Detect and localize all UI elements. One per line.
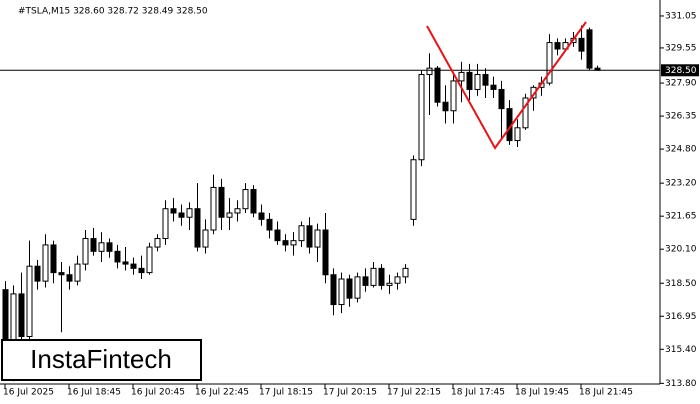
candle-body [138,267,145,274]
candle-body [26,265,33,338]
candle-body [474,74,481,90]
x-tick-label: 16 Jul 2025 [3,388,54,398]
candle-body [410,159,417,220]
candle-body [130,263,137,269]
candle-body [546,42,553,84]
candle-body [354,276,361,299]
candle-body [178,212,185,218]
candle-body [370,267,377,286]
candle-body [250,189,257,214]
y-tick-label: 321.65 [665,212,697,222]
price-label: 328.50 [665,66,697,76]
candle-body [218,186,225,218]
candle-body [290,240,297,246]
candle-body [394,276,401,284]
candle-body [234,208,241,214]
x-tick-label: 16 Jul 20:45 [131,388,185,398]
candle-body [386,282,393,286]
y-tick-label: 331.05 [665,11,697,21]
x-tick-label: 17 Jul 20:15 [323,388,377,398]
candle-body [442,101,449,112]
x-tick-label: 17 Jul 18:15 [259,388,313,398]
candle-body [50,244,57,274]
candle-body [154,238,161,248]
candle-body [298,225,305,242]
pattern-line [426,21,587,150]
candle-body [42,244,49,282]
candle-body [282,240,289,246]
candle-body [378,267,385,286]
candle-body [74,263,81,282]
candle-body [586,29,593,69]
candle-body [458,71,465,82]
candle-body [2,289,9,348]
candle-body [466,71,473,90]
y-tick-label: 324.80 [665,145,697,155]
candle-body [162,208,169,240]
candle-body [362,276,369,286]
candle-body [122,261,129,265]
candle-body [82,238,89,265]
plot: 313.80 315.40 316.95 318.50 320.10 321.65 323.… [0,11,699,398]
logo: InstaFintech [30,344,172,374]
candle-body [202,229,209,248]
candle-body [330,274,337,306]
y-tick-label: 316.95 [665,312,697,322]
y-tick-label: 315.40 [665,345,697,355]
candle-body [314,229,321,248]
x-tick-label: 16 Jul 22:45 [195,388,249,398]
candle-body [258,212,265,220]
candle-body [66,274,73,282]
y-tick-label: 326.35 [665,112,697,122]
y-tick-label: 323.20 [665,179,697,189]
candle-body [186,208,193,218]
candle-body [306,225,313,248]
candle-body [114,250,121,263]
candle-body [498,88,505,110]
candle-body [426,67,433,76]
candle-body [418,74,425,161]
candle-body [170,208,177,214]
candle-body [34,265,41,282]
candle-body [242,189,249,210]
candle-body [274,229,281,242]
candle-body [450,80,457,112]
candle-body [338,278,345,306]
candle-body [522,97,529,129]
y-tick-label: 329.55 [665,43,697,53]
candle-body [402,267,409,278]
candle-body [194,208,201,248]
candle-body [434,67,441,103]
candle-body [226,212,233,218]
y-tick-label: 320.10 [665,245,697,255]
candle-body [98,242,105,252]
candle-body [482,74,489,86]
x-tick-label: 17 Jul 22:15 [387,388,441,398]
candle-body [322,229,329,276]
y-tick-label: 313.80 [665,379,697,389]
candle-body [490,84,497,90]
x-tick-label: 18 Jul 21:45 [579,388,633,398]
candle-body [58,272,65,276]
candle-body [210,186,217,231]
chart-title: #TSLA,M15 328.60 328.72 328.49 328.50 [18,7,208,17]
x-tick-label: 16 Jul 18:45 [67,388,121,398]
y-tick-label: 318.50 [665,279,697,289]
x-tick-label: 18 Jul 17:45 [451,388,505,398]
candle-body [514,127,521,142]
candle-body [18,293,25,338]
x-tick-label: 18 Jul 19:45 [515,388,569,398]
candle-body [146,246,153,274]
candle-body [106,242,113,252]
candle-body [346,278,353,299]
candle-body [578,37,585,52]
price-label-box [661,64,699,77]
y-tick-label: 327.90 [665,79,697,89]
candle-body [554,42,561,50]
candle-body [90,238,97,252]
candle-body [266,218,273,231]
logo-box [1,339,202,381]
